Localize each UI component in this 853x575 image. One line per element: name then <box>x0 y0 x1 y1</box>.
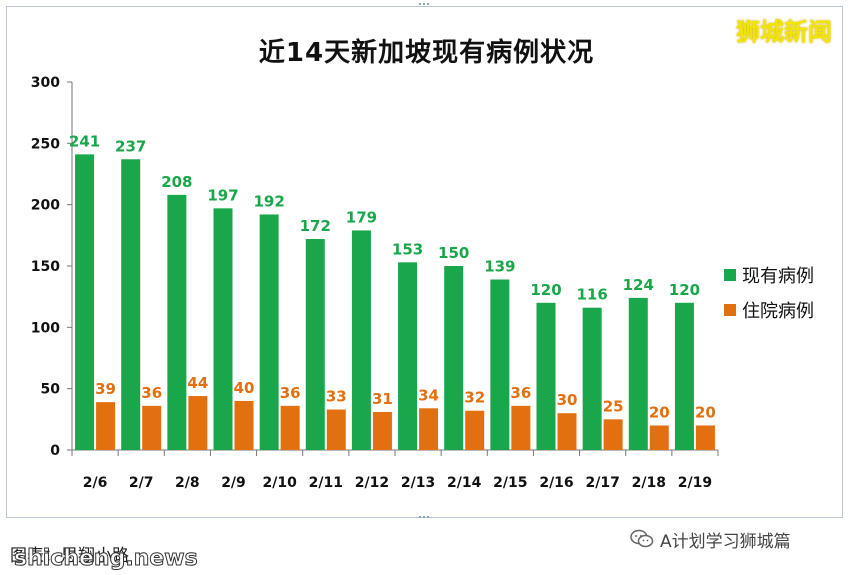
legend-swatch-current <box>724 269 736 281</box>
bar-current <box>628 297 648 450</box>
data-label-hospital: 31 <box>372 390 393 408</box>
data-label-hospital: 39 <box>95 380 116 398</box>
data-label-hospital: 36 <box>280 384 301 402</box>
chart-title: 近14天新加坡现有病例状况 <box>258 38 595 68</box>
bar-hospital <box>280 405 300 450</box>
bar-current <box>351 230 371 450</box>
bar-hospital <box>234 400 254 450</box>
data-label-current: 237 <box>115 137 146 155</box>
bar-current <box>444 266 464 450</box>
bar-hospital <box>649 425 669 450</box>
data-label-hospital: 36 <box>510 384 531 402</box>
x-tick-label: 2/14 <box>447 475 482 491</box>
source-caption: 图表：思翔小路 <box>10 546 129 566</box>
legend-item-hospital: 住院病例 <box>724 298 814 322</box>
data-label-current: 241 <box>69 132 100 150</box>
y-tick-label: 100 <box>31 320 60 336</box>
y-tick-label: 0 <box>50 443 60 459</box>
wechat-icon <box>630 529 654 549</box>
bar-current <box>75 154 95 450</box>
data-label-current: 192 <box>253 192 284 210</box>
bar-hospital <box>603 419 623 450</box>
resize-handle-top[interactable] <box>419 3 429 9</box>
y-tick-label: 300 <box>31 75 60 91</box>
data-label-hospital: 44 <box>187 374 208 392</box>
data-label-current: 153 <box>392 240 423 258</box>
bar-hospital <box>695 425 715 450</box>
bar-current <box>305 239 325 450</box>
bar-current <box>167 194 187 450</box>
y-tick-label: 250 <box>31 136 60 152</box>
bar-hospital <box>96 402 116 450</box>
data-label-current: 120 <box>669 281 700 299</box>
x-tick-label: 2/16 <box>539 475 573 491</box>
x-tick-label: 2/11 <box>309 475 343 491</box>
y-tick-label: 200 <box>31 198 60 214</box>
data-label-hospital: 33 <box>326 388 347 406</box>
data-label-current: 150 <box>438 244 469 262</box>
data-label-current: 116 <box>576 286 607 304</box>
bar-hospital <box>465 410 485 450</box>
resize-handle-bottom[interactable] <box>419 516 429 522</box>
data-label-hospital: 34 <box>418 386 439 404</box>
site-watermark: shicheng.news <box>14 546 199 572</box>
legend-label-current: 现有病例 <box>742 266 814 287</box>
data-label-hospital: 30 <box>557 391 578 409</box>
data-label-current: 120 <box>530 281 561 299</box>
legend-label-hospital: 住院病例 <box>742 301 814 322</box>
x-tick-label: 2/10 <box>262 475 297 491</box>
legend-swatch-hospital <box>724 304 736 316</box>
data-label-hospital: 25 <box>603 397 624 415</box>
bar-hospital <box>557 413 577 450</box>
x-tick-label: 2/17 <box>585 475 619 491</box>
data-label-current: 197 <box>207 186 238 204</box>
x-tick-label: 2/12 <box>355 475 389 491</box>
legend-item-current: 现有病例 <box>724 263 814 287</box>
y-tick-label: 150 <box>31 259 60 275</box>
data-label-current: 124 <box>623 276 654 294</box>
data-label-hospital: 36 <box>141 384 162 402</box>
bar-current <box>674 302 694 450</box>
bar-current <box>490 279 510 450</box>
brand-logo: 狮城新闻 <box>736 18 832 46</box>
bar-current <box>582 307 602 450</box>
bar-hospital <box>188 396 208 450</box>
bar-hospital <box>326 409 346 450</box>
bar-current <box>121 159 141 450</box>
data-label-current: 208 <box>161 173 192 191</box>
data-label-hospital: 40 <box>234 379 255 397</box>
data-label-current: 139 <box>484 257 515 275</box>
x-tick-label: 2/19 <box>678 475 712 491</box>
x-tick-label: 2/18 <box>632 475 666 491</box>
bar-hospital <box>142 405 162 450</box>
bar-hospital <box>372 411 392 450</box>
x-tick-label: 2/13 <box>401 475 435 491</box>
bar-current <box>259 214 279 450</box>
x-tick-label: 2/7 <box>129 475 154 491</box>
bar-current <box>213 208 233 450</box>
x-tick-label: 2/8 <box>175 475 200 491</box>
data-label-current: 172 <box>300 217 331 235</box>
bar-current <box>536 302 556 450</box>
x-tick-label: 2/6 <box>83 475 108 491</box>
bar-hospital <box>419 408 439 450</box>
bar-hospital <box>511 405 531 450</box>
bar-current <box>398 262 418 450</box>
data-label-hospital: 32 <box>464 389 485 407</box>
y-tick-label: 50 <box>41 382 61 398</box>
wechat-account-name: A计划学习狮城篇 <box>660 531 791 552</box>
data-label-hospital: 20 <box>649 403 670 421</box>
wechat-account: A计划学习狮城篇 <box>630 526 791 552</box>
data-label-current: 179 <box>346 208 377 226</box>
data-label-hospital: 20 <box>695 403 716 421</box>
x-tick-label: 2/9 <box>221 475 246 491</box>
x-tick-label: 2/15 <box>493 475 527 491</box>
